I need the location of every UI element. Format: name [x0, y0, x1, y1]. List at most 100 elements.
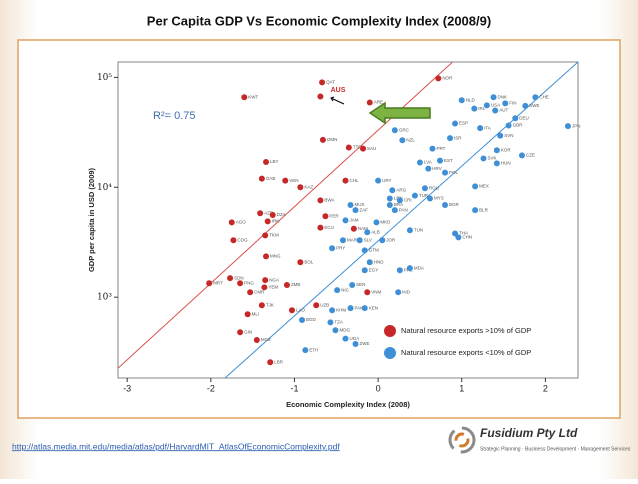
point-label: DZA	[277, 212, 286, 217]
point	[502, 100, 509, 107]
r-squared: R²= 0.75	[153, 110, 196, 122]
point	[421, 185, 428, 192]
point	[490, 94, 497, 101]
point-label: JPN	[572, 123, 581, 128]
point	[437, 157, 443, 164]
point	[261, 284, 268, 291]
point	[471, 105, 478, 112]
point	[522, 102, 529, 109]
point-label: PAK	[355, 305, 364, 310]
point-label: DEU	[519, 115, 529, 120]
point-label: BWA	[324, 198, 334, 203]
point-label: NLD	[466, 97, 476, 102]
point-label: ECU	[324, 225, 334, 230]
point-label: CMR	[254, 289, 265, 294]
point-label: BOL	[304, 259, 314, 264]
point	[386, 201, 393, 208]
point-label: JAM	[349, 218, 358, 223]
y-tick-label: 10⁵	[97, 73, 112, 83]
point-label: IND	[402, 289, 411, 294]
x-tick-label: 0	[376, 383, 381, 393]
point	[319, 79, 326, 86]
point-label: TTO	[353, 145, 362, 150]
point	[532, 94, 539, 101]
point	[263, 158, 270, 165]
point-label: POL	[449, 170, 459, 175]
point	[518, 152, 525, 159]
point	[237, 280, 244, 287]
point-label: LBR	[274, 359, 284, 364]
point-label: KWT	[248, 94, 258, 99]
point	[396, 267, 403, 274]
point	[262, 232, 269, 239]
point-label: TUR	[419, 193, 429, 198]
point	[406, 265, 413, 272]
y-tick-label: 10⁴	[97, 183, 112, 193]
legend-label: Natural resource exports <10% of GDP	[401, 348, 531, 357]
company-name: Fusidium Pty Ltd	[480, 426, 578, 440]
point-label: MAR	[347, 237, 358, 242]
point	[447, 135, 454, 142]
point-label: IRL	[478, 106, 486, 111]
point	[288, 307, 295, 314]
point	[257, 210, 264, 217]
point	[366, 99, 373, 106]
point-label: KEN	[369, 305, 378, 310]
point-label: ITA	[484, 125, 491, 130]
x-tick-label: 2	[543, 383, 548, 393]
point-label: SVK	[487, 156, 496, 161]
highlight-label: AUS	[331, 87, 346, 94]
point	[396, 197, 403, 204]
point-label: HRV	[432, 166, 441, 171]
point	[253, 336, 260, 343]
point	[230, 237, 237, 244]
point-label: ZMB	[291, 282, 301, 287]
point	[472, 207, 479, 214]
point	[425, 165, 432, 172]
point-label: SAU	[367, 146, 376, 151]
point-label: URY	[382, 178, 391, 183]
pointer	[330, 97, 345, 105]
x-tick-label: -1	[290, 383, 298, 393]
point	[263, 253, 270, 260]
point	[452, 230, 459, 237]
chart-title: Per Capita GDP Vs Economic Complexity In…	[147, 13, 491, 28]
point-label: MDG	[339, 327, 350, 332]
point	[339, 237, 346, 244]
point-label: MYS	[434, 196, 444, 201]
pointer-head	[330, 96, 335, 102]
point-label: SDN	[234, 275, 244, 280]
point-label: NIC	[341, 287, 350, 292]
point-label: THA	[459, 231, 468, 236]
point	[334, 287, 341, 294]
point-label: JOR	[386, 237, 396, 242]
point-label: AUT	[499, 108, 508, 113]
point-label: GRC	[399, 127, 410, 132]
point-label: NZL	[406, 137, 415, 142]
point	[366, 259, 373, 266]
point-label: ETH	[309, 347, 318, 352]
point-label: EGY	[369, 267, 379, 272]
point-label: SVN	[504, 133, 513, 138]
point-label: ARG	[396, 187, 406, 192]
point-label: VEN	[289, 178, 298, 183]
point-label: ISR	[454, 135, 462, 140]
source-url[interactable]: http://atlas.media.mit.edu/media/atlas/p…	[12, 441, 340, 451]
point	[480, 155, 487, 162]
point-label: SLV	[364, 237, 372, 242]
point	[228, 219, 235, 226]
point-label: ROU	[429, 185, 439, 190]
point-label: MNG	[270, 254, 281, 259]
point	[391, 207, 398, 214]
point	[379, 237, 386, 244]
point	[302, 347, 309, 354]
point-label: PER	[329, 213, 339, 218]
point	[347, 305, 354, 312]
point	[497, 132, 504, 139]
legend-swatch	[384, 347, 396, 359]
point	[493, 147, 500, 154]
point	[269, 211, 276, 218]
point	[244, 311, 251, 318]
point-label: BGD	[306, 317, 317, 322]
point	[317, 224, 324, 231]
